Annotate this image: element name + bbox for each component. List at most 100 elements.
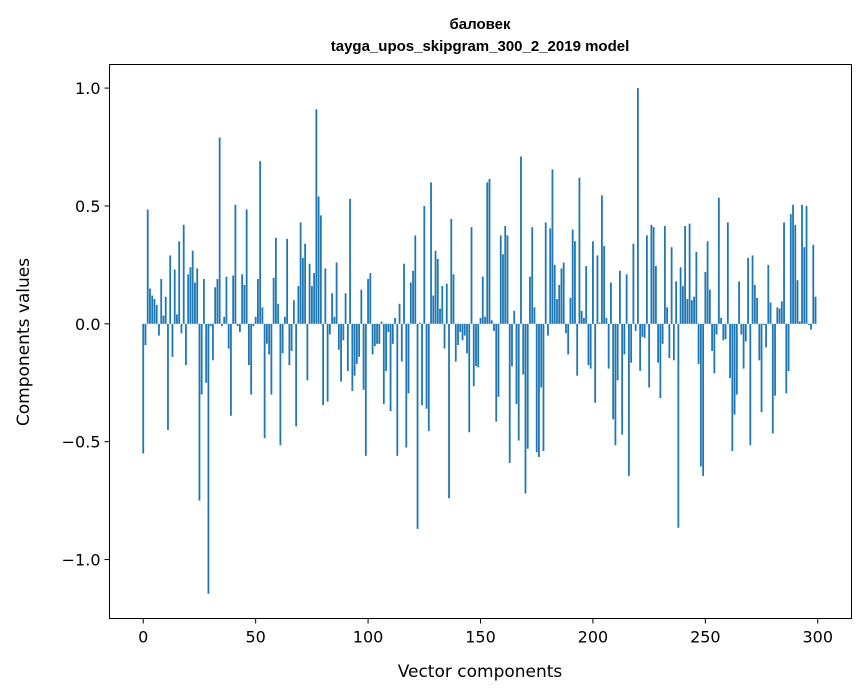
bar — [171, 323, 174, 357]
bar — [252, 323, 255, 327]
bar — [508, 323, 511, 463]
bar — [628, 323, 630, 476]
bar — [580, 310, 583, 324]
y-tick-label: 1.0 — [75, 79, 100, 98]
bar — [648, 323, 651, 388]
bar — [378, 323, 381, 344]
bar — [461, 323, 464, 341]
bar — [540, 323, 543, 388]
bar — [502, 254, 504, 324]
bar — [479, 317, 482, 324]
x-tick-label: 100 — [353, 628, 384, 647]
bar — [749, 323, 752, 446]
bar — [753, 284, 756, 324]
bar — [695, 251, 698, 324]
bar — [167, 323, 169, 430]
bar — [248, 323, 250, 366]
bar — [196, 268, 199, 324]
bar — [801, 204, 803, 324]
bar — [675, 281, 678, 324]
bar — [810, 323, 812, 330]
bar — [342, 323, 345, 341]
bar — [337, 323, 340, 350]
bar — [567, 323, 570, 355]
bar — [340, 323, 342, 382]
bar — [227, 323, 230, 349]
bar — [794, 224, 797, 324]
bar — [576, 323, 579, 376]
bar — [488, 178, 491, 324]
bar — [574, 241, 576, 324]
bar — [513, 310, 516, 324]
bar — [517, 323, 520, 441]
bar — [722, 323, 725, 341]
bar — [688, 223, 691, 324]
bar — [315, 109, 318, 324]
bar — [351, 323, 354, 392]
x-tick-label: 0 — [138, 628, 148, 647]
bar — [198, 323, 201, 501]
bar — [702, 323, 704, 476]
bar — [735, 323, 738, 395]
bar — [164, 296, 167, 324]
bar — [223, 316, 226, 324]
bar — [605, 317, 608, 324]
bar — [299, 222, 302, 324]
bar — [807, 323, 810, 325]
x-axis-ticks: 0 50 100 150 200 250 300 — [138, 618, 833, 647]
bar — [187, 274, 190, 324]
bar — [344, 293, 347, 324]
bar — [230, 323, 232, 416]
bar — [180, 323, 183, 334]
bar — [185, 323, 187, 366]
bar — [468, 323, 471, 433]
bar — [535, 323, 538, 453]
bar — [400, 323, 403, 362]
bar — [191, 250, 194, 324]
bar — [789, 214, 792, 324]
bar — [364, 323, 367, 456]
bar — [594, 323, 597, 403]
bar — [459, 323, 462, 333]
bar — [760, 323, 763, 413]
bar — [553, 264, 556, 324]
bar — [639, 323, 642, 371]
bar — [232, 275, 235, 324]
bar — [423, 205, 426, 324]
bar — [355, 323, 358, 364]
bar — [155, 304, 158, 324]
bar — [286, 238, 289, 324]
bar — [200, 323, 203, 395]
bar — [398, 303, 401, 324]
bar — [218, 137, 221, 324]
bar — [499, 235, 502, 324]
bar — [416, 323, 419, 529]
bar — [587, 323, 590, 366]
bar — [430, 182, 432, 324]
bar — [706, 241, 709, 324]
bar — [349, 198, 351, 324]
bar — [346, 323, 349, 371]
bar — [632, 243, 635, 324]
bar — [726, 222, 729, 324]
x-tick-label: 300 — [802, 628, 833, 647]
x-tick-label: 200 — [578, 628, 609, 647]
bar — [672, 323, 675, 361]
bar — [681, 286, 684, 324]
bar — [641, 323, 644, 337]
bar — [645, 235, 648, 324]
bar — [713, 323, 716, 374]
bar — [178, 241, 181, 324]
bar — [708, 289, 711, 324]
bar — [814, 296, 817, 324]
bar — [470, 227, 473, 324]
bar — [319, 215, 322, 324]
bar — [358, 323, 360, 357]
bar — [234, 204, 237, 324]
bar — [221, 323, 223, 327]
bar — [690, 300, 693, 324]
bar — [268, 323, 271, 355]
bar — [771, 323, 774, 434]
bar — [495, 323, 498, 422]
